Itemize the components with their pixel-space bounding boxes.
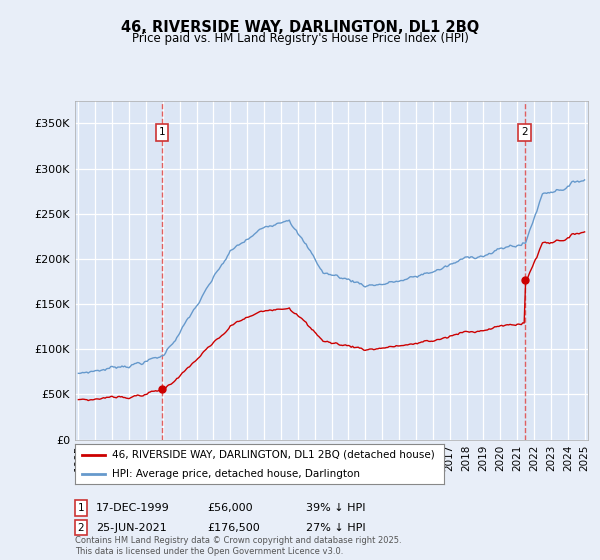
Text: 25-JUN-2021: 25-JUN-2021 bbox=[96, 522, 167, 533]
Text: 46, RIVERSIDE WAY, DARLINGTON, DL1 2BQ (detached house): 46, RIVERSIDE WAY, DARLINGTON, DL1 2BQ (… bbox=[112, 450, 434, 460]
Text: 17-DEC-1999: 17-DEC-1999 bbox=[96, 503, 170, 513]
Text: Price paid vs. HM Land Registry's House Price Index (HPI): Price paid vs. HM Land Registry's House … bbox=[131, 32, 469, 45]
Text: 27% ↓ HPI: 27% ↓ HPI bbox=[306, 522, 365, 533]
Text: 46, RIVERSIDE WAY, DARLINGTON, DL1 2BQ: 46, RIVERSIDE WAY, DARLINGTON, DL1 2BQ bbox=[121, 20, 479, 35]
Text: 2: 2 bbox=[521, 128, 528, 137]
Text: £176,500: £176,500 bbox=[207, 522, 260, 533]
Text: 2: 2 bbox=[77, 522, 85, 533]
Text: £56,000: £56,000 bbox=[207, 503, 253, 513]
Text: HPI: Average price, detached house, Darlington: HPI: Average price, detached house, Darl… bbox=[112, 469, 360, 478]
Text: 39% ↓ HPI: 39% ↓ HPI bbox=[306, 503, 365, 513]
Text: Contains HM Land Registry data © Crown copyright and database right 2025.
This d: Contains HM Land Registry data © Crown c… bbox=[75, 536, 401, 556]
Text: 1: 1 bbox=[77, 503, 85, 513]
Text: 1: 1 bbox=[159, 128, 166, 137]
